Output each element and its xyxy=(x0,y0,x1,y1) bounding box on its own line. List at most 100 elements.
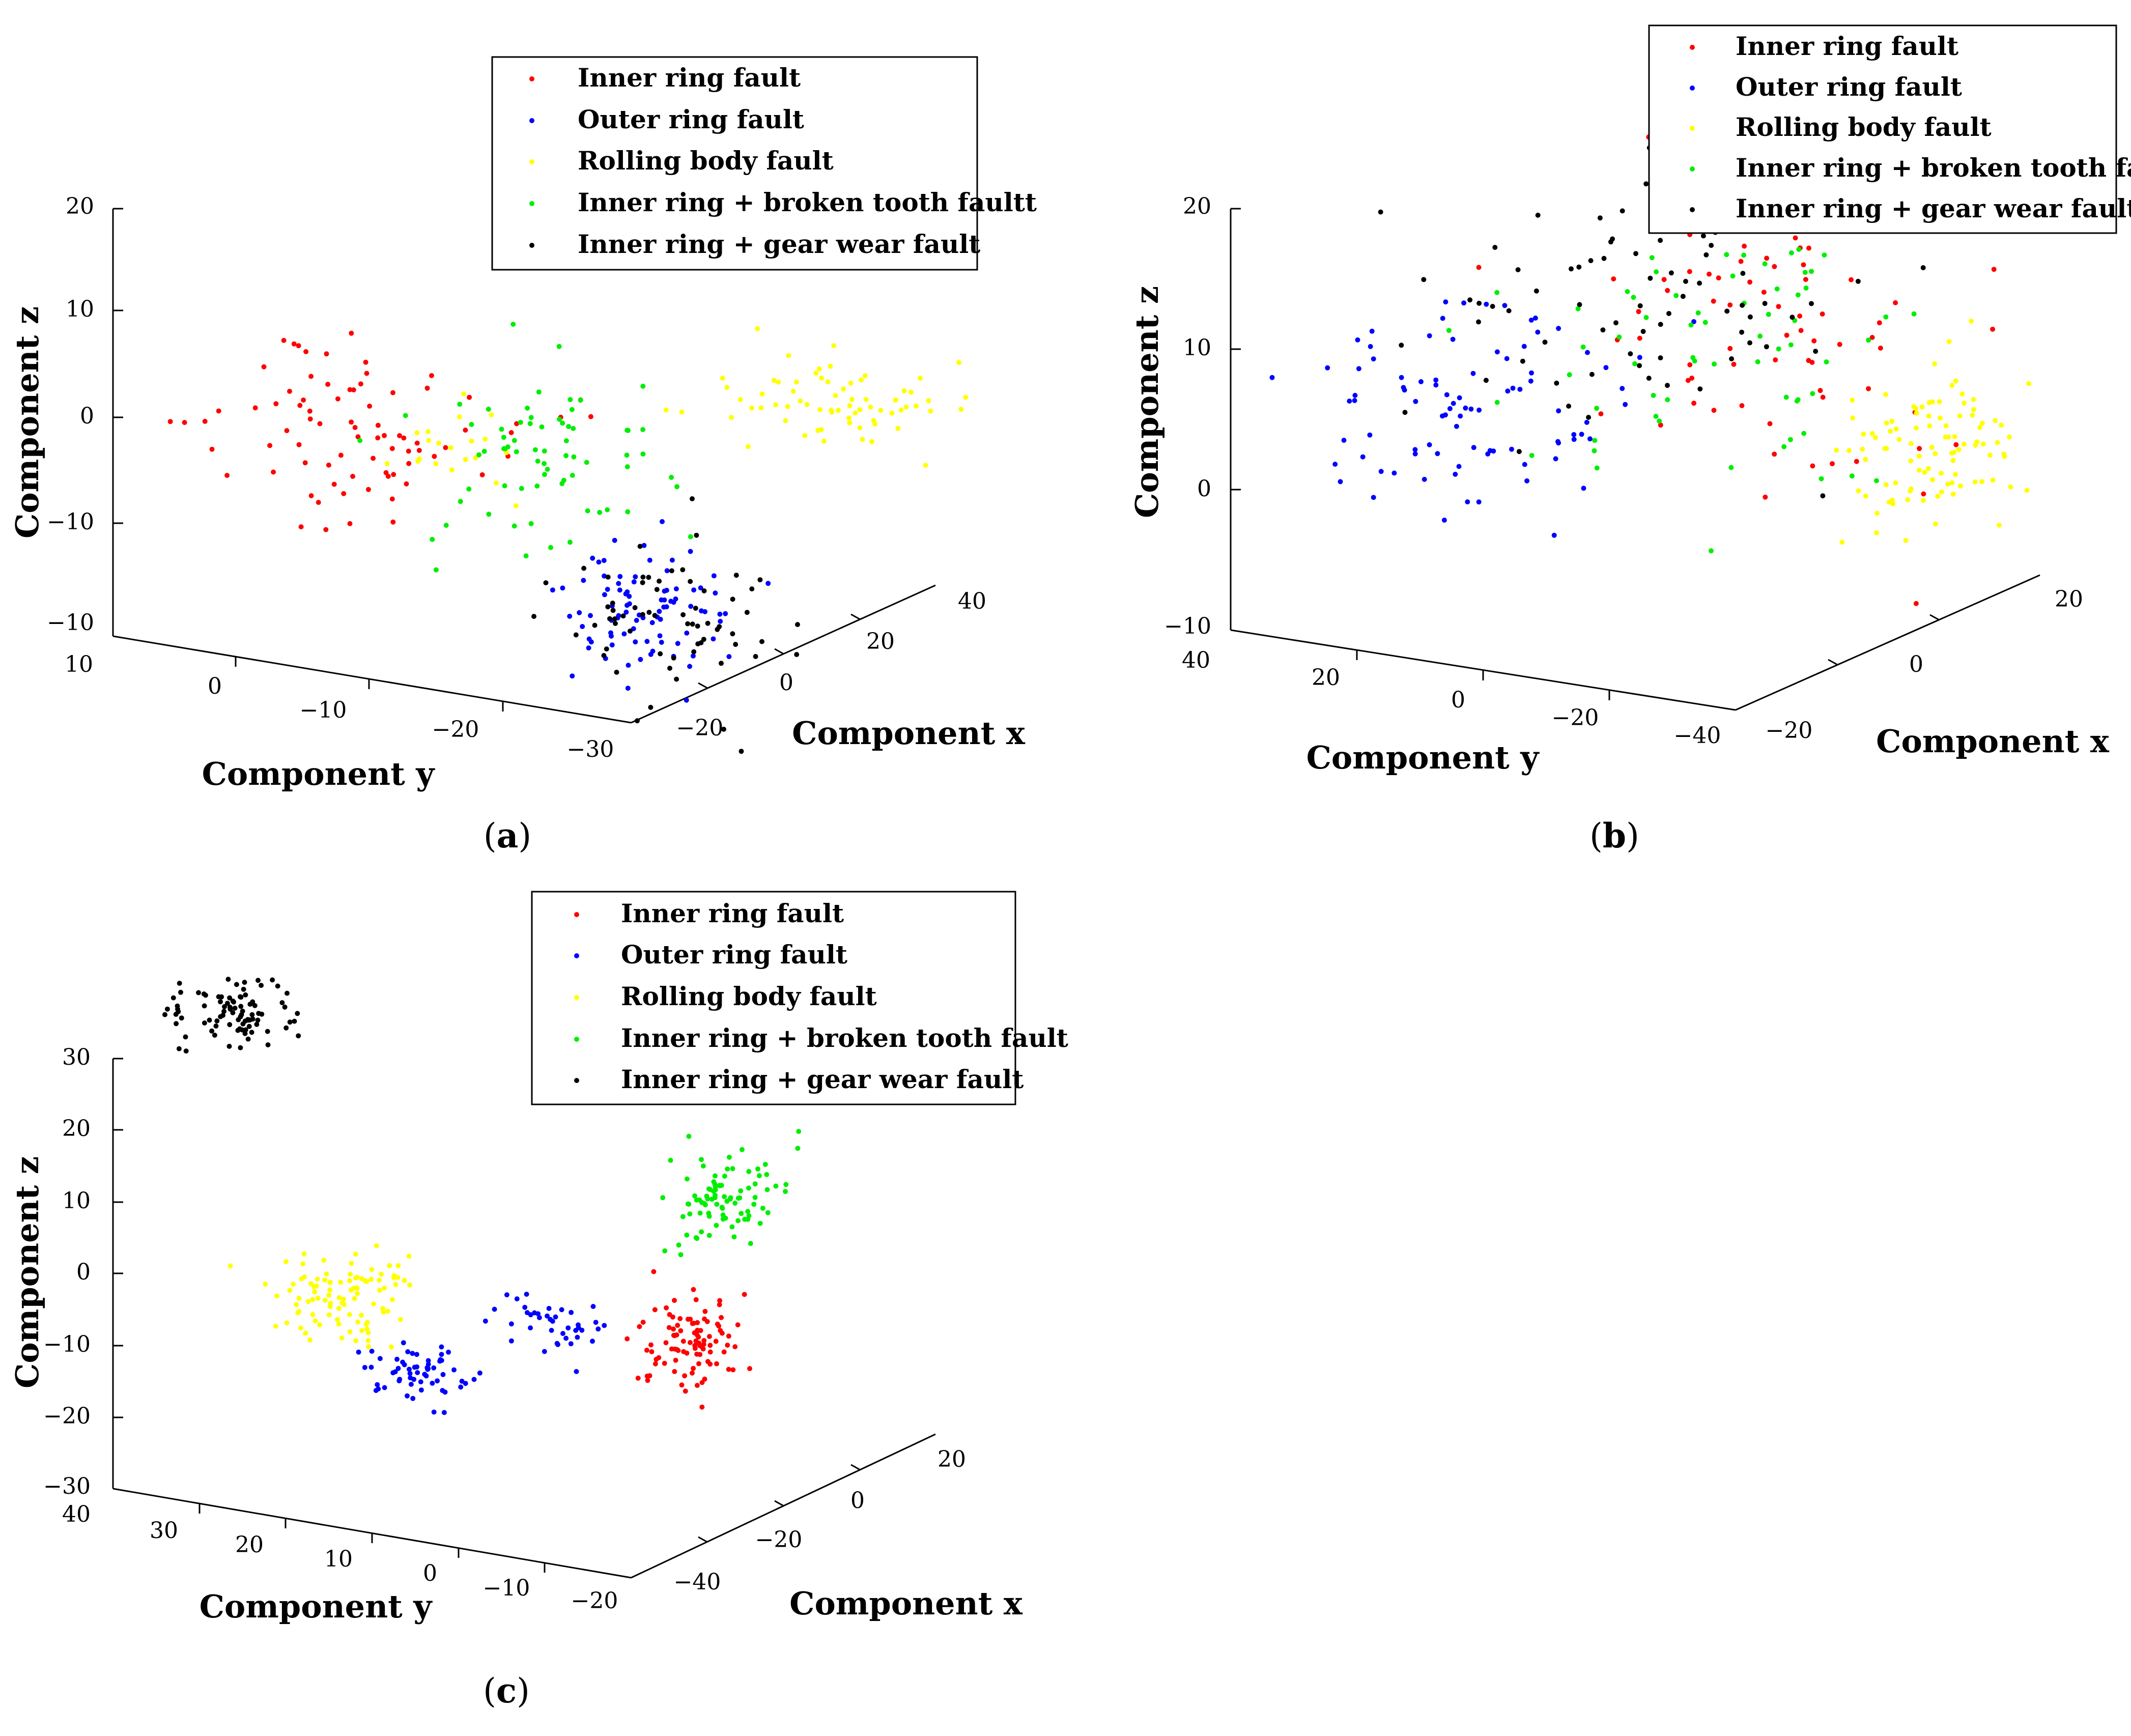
panel-c-point-s0-89 xyxy=(675,1323,680,1328)
panel-b-y-ticks: 40 20 0 −20 −40 xyxy=(1182,647,1721,749)
panel-b-point-s2-76 xyxy=(1919,404,1925,410)
panel-a-point-s2-51 xyxy=(862,373,868,379)
panel-b-point-s4-67 xyxy=(1740,271,1746,276)
panel-a-point-s3-18 xyxy=(457,402,463,407)
panel-b-point-s2-86 xyxy=(1943,434,1948,440)
panel-b-point-s3-5 xyxy=(1649,255,1655,261)
panel-c-legend-marker-0 xyxy=(574,912,579,917)
panel-b-point-s4-66 xyxy=(1633,251,1638,257)
panel-b-point-s1-60 xyxy=(1637,355,1642,360)
panel-b-point-s4-38 xyxy=(1421,277,1427,282)
panel-b-point-s1-34 xyxy=(1551,532,1557,538)
panel-c-point-s4-72 xyxy=(218,1014,223,1019)
panel-a-point-s3-68 xyxy=(433,567,439,573)
panel-a-point-s4-63 xyxy=(674,676,679,682)
panel-c-point-s4-26 xyxy=(227,995,233,1001)
panel-b-point-s4-14 xyxy=(1668,270,1674,276)
panel-a-point-s0-64 xyxy=(224,473,230,478)
panel-c-point-s1-27 xyxy=(451,1367,457,1373)
panel-c-point-s2-70 xyxy=(263,1282,268,1287)
panel-c-point-s1-34 xyxy=(430,1380,435,1386)
panel-a-point-s1-79 xyxy=(609,633,614,639)
panel-c-point-s1-15 xyxy=(435,1378,440,1384)
panel-b-point-s0-46 xyxy=(1830,461,1835,467)
panel-b-y-tick-3: −20 xyxy=(1552,705,1599,731)
panel-b-point-s0-59 xyxy=(1764,255,1770,261)
panel-a-point-s2-61 xyxy=(872,421,877,427)
panel-b-point-s2-36 xyxy=(1969,318,1974,324)
panel-b-legend-entry-2: Rolling body fault xyxy=(1736,112,1992,142)
panel-b-point-s3-39 xyxy=(1657,418,1662,424)
panel-a-point-s2-5 xyxy=(828,363,833,369)
panel-b-point-s1-23 xyxy=(1369,328,1375,334)
panel-c-point-s3-15 xyxy=(722,1194,727,1200)
panel-c-point-s0-41 xyxy=(692,1346,698,1351)
panel-a-point-s4-9 xyxy=(690,621,695,627)
panel-b-point-s3-66 xyxy=(1911,311,1917,317)
panel-c-point-s0-81 xyxy=(726,1367,731,1372)
panel-a-point-s4-4 xyxy=(680,567,686,573)
panel-c-point-s0-55 xyxy=(735,1322,741,1328)
panel-a-point-s1-40 xyxy=(717,611,723,617)
panel-b-point-s3-20 xyxy=(1643,315,1649,320)
panel-c-point-s1-20 xyxy=(415,1370,420,1375)
panel-c-point-s1-81 xyxy=(532,1310,537,1316)
panel-c-point-s2-81 xyxy=(395,1275,401,1280)
panel-c-point-s0-94 xyxy=(701,1338,707,1343)
panel-a-point-s4-17 xyxy=(693,606,698,611)
panel-c-point-s2-35 xyxy=(395,1263,401,1268)
panel-a-point-s1-47 xyxy=(723,611,728,616)
panel-a-x-tick-1: 20 xyxy=(866,629,895,654)
panel-b-point-s0-53 xyxy=(1691,401,1697,406)
panel-b-point-s3-43 xyxy=(1796,247,1802,252)
panel-c-point-s0-83 xyxy=(702,1308,708,1314)
panel-b-point-s4-77 xyxy=(1637,363,1642,368)
panel-a-point-s2-54 xyxy=(817,407,823,412)
panel-c-point-s3-16 xyxy=(697,1210,703,1216)
panel-c-point-s1-33 xyxy=(439,1352,444,1357)
panel-b-point-s3-27 xyxy=(1631,295,1636,300)
panel-b-point-s4-74 xyxy=(1646,376,1652,381)
panel-a-point-s3-44 xyxy=(557,416,562,422)
panel-a-point-s0-75 xyxy=(406,461,412,466)
panel-c-x-tick-2: −20 xyxy=(755,1527,803,1553)
panel-b-point-s0-31 xyxy=(1747,279,1753,285)
panel-b-point-s3-13 xyxy=(1494,290,1500,295)
panel-a-point-s2-77 xyxy=(416,456,422,462)
panel-a-point-s2-69 xyxy=(720,376,725,381)
panel-c-point-s0-58 xyxy=(700,1346,706,1352)
panel-a-point-s0-42 xyxy=(508,430,514,435)
panel-b-point-s3-54 xyxy=(1690,355,1696,360)
panel-a-point-s0-54 xyxy=(588,414,593,419)
panel-a-points xyxy=(167,322,969,754)
panel-b-point-s1-26 xyxy=(1450,336,1456,342)
panel-c-point-s3-44 xyxy=(764,1187,770,1192)
panel-c-point-s2-60 xyxy=(364,1279,370,1285)
panel-c-point-s2-58 xyxy=(347,1312,352,1317)
panel-b-point-s2-23 xyxy=(1979,420,1985,426)
panel-b-point-s1-15 xyxy=(1603,365,1609,371)
panel-a-point-s4-2 xyxy=(669,568,674,574)
panel-b-point-s1-32 xyxy=(1524,478,1530,483)
panel-b-point-s1-84 xyxy=(1510,385,1516,391)
panel-a-point-s2-29 xyxy=(849,396,855,402)
panel-b-point-s0-17 xyxy=(1849,277,1854,282)
panel-c-point-s4-22 xyxy=(295,1011,300,1016)
panel-b-point-s3-10 xyxy=(1446,328,1452,333)
panel-b-point-s4-20 xyxy=(1813,349,1819,354)
panel-c-point-s2-1 xyxy=(303,1330,308,1336)
panel-a-point-s2-76 xyxy=(449,467,454,473)
panel-c-point-s2-89 xyxy=(321,1258,327,1263)
panel-b-point-s3-53 xyxy=(1822,252,1827,258)
panel-c-point-s1-91 xyxy=(573,1328,579,1333)
panel-c-point-s0-77 xyxy=(747,1366,752,1372)
panel-a-point-s0-66 xyxy=(349,419,354,425)
panel-b-point-s2-29 xyxy=(1945,481,1950,487)
panel-b-point-s2-50 xyxy=(1932,361,1937,366)
panel-c-point-s4-55 xyxy=(242,1031,248,1036)
panel-b-point-s1-5 xyxy=(1457,395,1462,401)
panel-a-point-s2-44 xyxy=(958,407,964,412)
panel-a-point-s2-26 xyxy=(785,404,790,409)
panel-b-point-s3-14 xyxy=(1787,437,1793,442)
panel-c-point-s4-46 xyxy=(243,992,248,998)
